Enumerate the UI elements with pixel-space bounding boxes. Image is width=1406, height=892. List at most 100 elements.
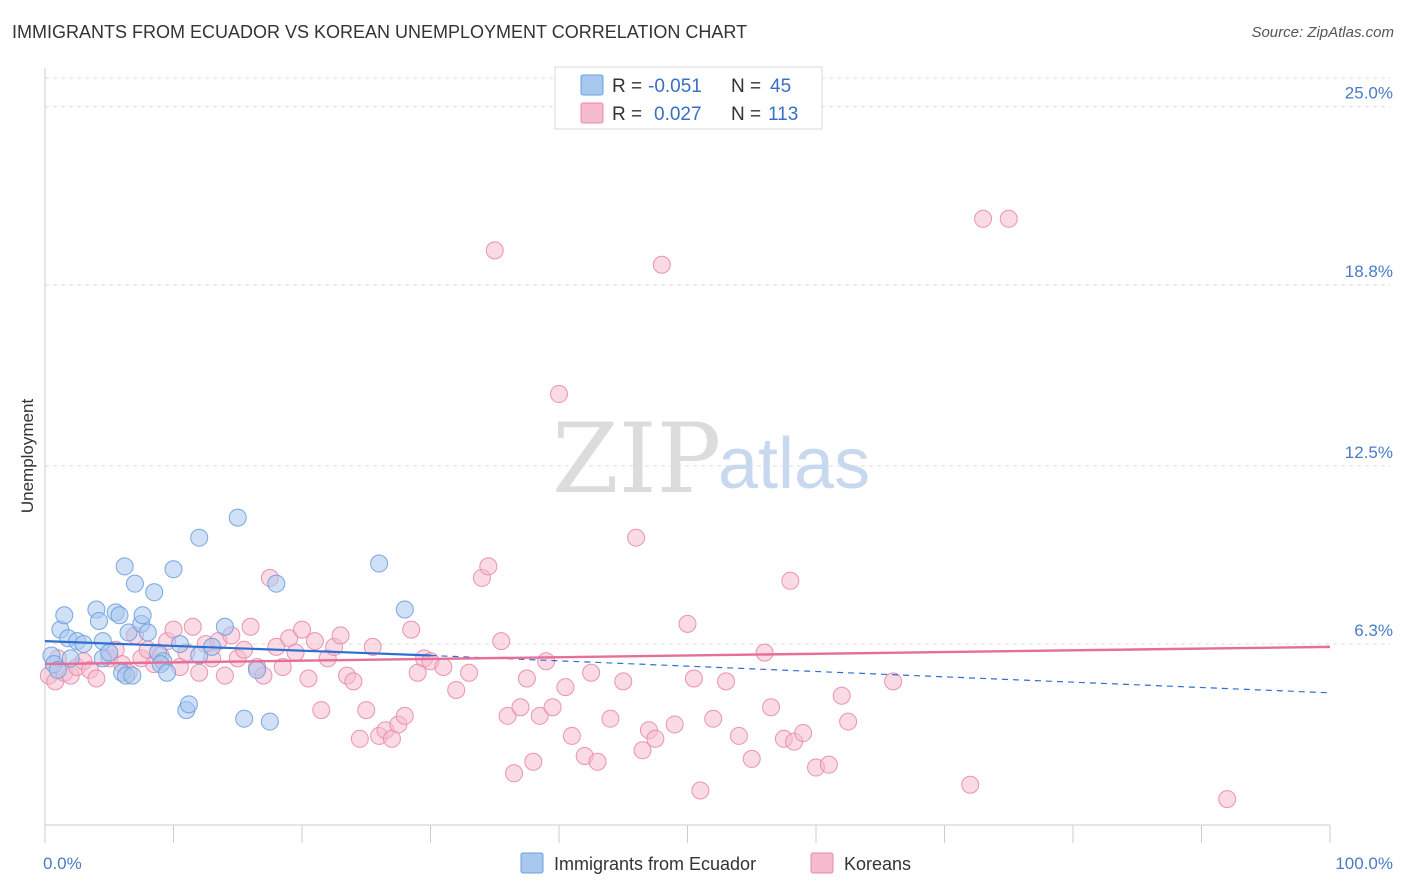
korean-point <box>832 686 851 705</box>
korean-point <box>434 657 453 676</box>
korean-point <box>350 729 369 748</box>
korean-point <box>562 726 581 745</box>
korean-point <box>588 752 607 771</box>
ecuador-point <box>248 660 267 679</box>
ecuador-point <box>164 560 183 579</box>
y-tick-label: 6.3% <box>1354 621 1393 640</box>
korean-point <box>485 241 504 260</box>
korean-point <box>1218 790 1237 809</box>
ecuador-trend-extension <box>430 654 1331 694</box>
korean-point <box>331 626 350 645</box>
ecuador-point <box>133 606 152 625</box>
korean-point <box>87 669 106 688</box>
korean-point <box>794 724 813 743</box>
korean-point <box>479 557 498 576</box>
y-axis-title: Unemployment <box>18 399 37 514</box>
korean-point <box>505 764 524 783</box>
korean-point <box>530 706 549 725</box>
korean-point <box>717 672 736 691</box>
ecuador-point <box>55 606 74 625</box>
axis-layer: 6.3% 12.5% 18.8% 25.0% 0.0% 100.0% <box>43 68 1393 873</box>
korean-point <box>273 657 292 676</box>
ecuador-point <box>215 617 234 636</box>
y-tick-label: 18.8% <box>1345 262 1393 281</box>
korean-point <box>729 726 748 745</box>
ecuador-point <box>267 574 286 593</box>
korean-point <box>511 698 530 717</box>
ecuador-point <box>119 623 138 642</box>
source-label: Source: ZipAtlas.com <box>1251 24 1394 41</box>
x-tick-label: 100.0% <box>1335 854 1393 873</box>
grid-layer <box>45 77 1390 645</box>
korean-point <box>447 680 466 699</box>
legend-r-label-ecuador: R = <box>612 76 642 97</box>
korean-point <box>961 775 980 794</box>
korean-point <box>819 755 838 774</box>
korean-point <box>402 620 421 639</box>
korean-point <box>267 637 286 656</box>
korean-point <box>299 669 318 688</box>
legend-r-value-ecuador: -0.051 <box>648 76 702 97</box>
ecuador-point <box>260 712 279 731</box>
ecuador-point <box>235 709 254 728</box>
korean-point <box>363 637 382 656</box>
korean-point <box>582 663 601 682</box>
bottom-legend-swatch-koreans <box>810 852 834 874</box>
legend-n-value-koreans: 113 <box>768 104 798 125</box>
ecuador-point <box>125 574 144 593</box>
bottom-legend-label-ecuador: Immigrants from Ecuador <box>554 854 756 874</box>
korean-point <box>183 617 202 636</box>
korean-point <box>344 672 363 691</box>
korean-point <box>665 715 684 734</box>
ecuador-point <box>190 528 209 547</box>
ecuador-point <box>158 663 177 682</box>
korean-point <box>974 209 993 228</box>
korean-point <box>556 678 575 697</box>
korean-point <box>742 749 761 768</box>
korean-point <box>633 741 652 760</box>
ecuador-trend-line <box>44 640 431 657</box>
korean-point <box>781 571 800 590</box>
legend-swatch-koreans <box>580 102 604 124</box>
korean-point <box>215 666 234 685</box>
ecuador-point <box>395 600 414 619</box>
watermark: ZIP atlas <box>552 403 870 515</box>
korean-point <box>395 706 414 725</box>
korean-point <box>755 643 774 662</box>
korean-point <box>704 709 723 728</box>
ecuador-point <box>170 634 189 653</box>
ecuador-point <box>74 634 93 653</box>
legend-n-label-koreans: N = <box>731 104 761 125</box>
x-tick-label: 0.0% <box>43 854 82 873</box>
korean-point <box>357 701 376 720</box>
korean-point <box>460 663 479 682</box>
korean-point <box>684 669 703 688</box>
korean-point <box>550 385 568 404</box>
ecuador-point <box>48 660 67 679</box>
korean-point <box>601 709 620 728</box>
ecuador-point <box>370 554 389 573</box>
korean-point <box>286 643 305 662</box>
korean-point <box>614 672 633 691</box>
korean-point <box>884 672 903 691</box>
ecuador-point <box>123 666 142 685</box>
bottom-legend: Immigrants from Ecuador Koreans <box>520 852 911 874</box>
korean-point <box>312 701 331 720</box>
korean-point <box>627 528 646 547</box>
korean-point <box>293 620 311 639</box>
korean-point <box>241 617 260 636</box>
legend-r-value-koreans: 0.027 <box>654 104 702 125</box>
ecuador-point <box>145 583 164 602</box>
bottom-legend-label-koreans: Koreans <box>844 854 911 874</box>
legend-r-label-koreans: R = <box>612 104 642 125</box>
trend-layer <box>44 640 1331 694</box>
korean-point <box>537 652 556 671</box>
korean-point <box>678 614 697 633</box>
legend-n-label-ecuador: N = <box>731 76 761 97</box>
korean-point <box>762 698 781 717</box>
ecuador-point <box>138 623 157 642</box>
y-tick-label: 12.5% <box>1345 443 1393 462</box>
bottom-legend-swatch-ecuador <box>520 852 544 874</box>
korean-trend-line <box>44 645 1331 666</box>
